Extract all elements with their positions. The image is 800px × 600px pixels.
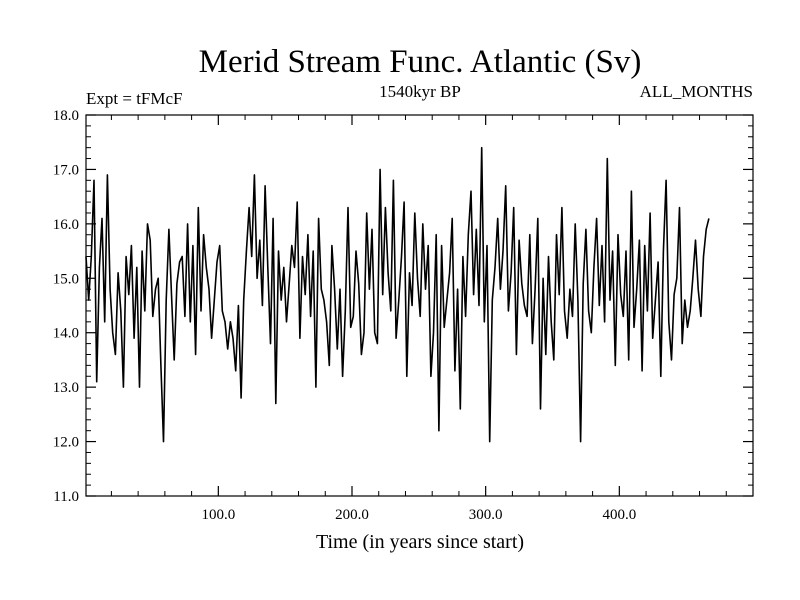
y-tick-label: 16.0: [53, 217, 79, 233]
series-line: [85, 146, 710, 443]
x-tick-label: 100.0: [201, 507, 235, 523]
y-tick-label: 11.0: [53, 489, 79, 505]
y-tick-label: 18.0: [53, 108, 79, 124]
y-tick-label: 14.0: [53, 326, 79, 342]
experiment-label: Expt = tFMcF: [86, 89, 183, 108]
x-tick-label: 400.0: [602, 507, 636, 523]
period-label: 1540kyr BP: [379, 82, 461, 101]
x-axis-label: Time (in years since start): [316, 531, 524, 553]
y-tick-label: 15.0: [53, 271, 79, 287]
x-axis: 100.0 200.0 300.0 400.0: [110, 115, 727, 523]
y-axis: 11.0 12.0 13.0 14.0 15.0 16.0 17.0 18.0: [53, 108, 753, 505]
chart-title: Merid Stream Func. Atlantic (Sv): [199, 44, 642, 80]
y-tick-label: 12.0: [53, 435, 79, 451]
x-tick-label: 200.0: [335, 507, 369, 523]
x-tick-label: 300.0: [469, 507, 503, 523]
plot-frame: [85, 114, 754, 497]
y-tick-label: 17.0: [53, 162, 79, 178]
months-label: ALL_MONTHS: [640, 82, 753, 101]
y-tick-label: 13.0: [53, 380, 79, 396]
